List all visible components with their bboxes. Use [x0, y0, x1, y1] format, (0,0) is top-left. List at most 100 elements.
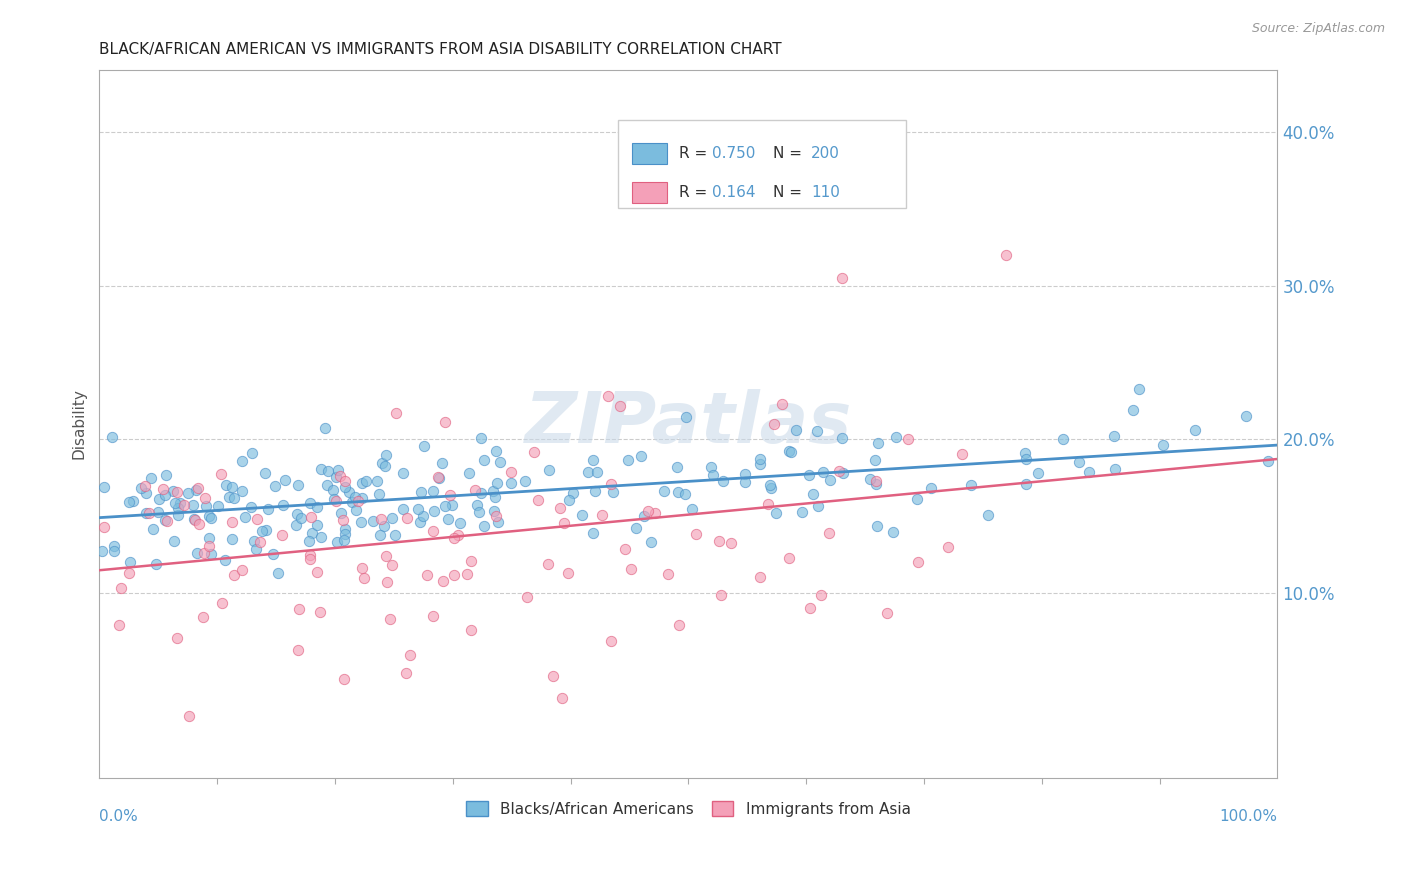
Point [749, 451, 772, 466]
Point [374, 459, 396, 474]
Point [381, 558, 404, 572]
Point [1122, 403, 1144, 417]
Point [995, 248, 1018, 262]
Point [222, 491, 245, 505]
Point [330, 506, 353, 520]
Point [537, 463, 560, 477]
Point [617, 453, 640, 467]
Point [198, 508, 221, 523]
Point [433, 415, 456, 429]
Point [441, 498, 464, 512]
Point [468, 505, 491, 519]
Point [637, 504, 659, 518]
Point [366, 474, 388, 488]
Point [485, 444, 508, 458]
Point [413, 439, 436, 453]
Point [392, 466, 415, 480]
Point [790, 505, 813, 519]
Point [218, 490, 240, 504]
Point [323, 492, 346, 507]
Point [118, 566, 141, 581]
Point [375, 448, 398, 462]
Point [779, 445, 801, 459]
Point [558, 493, 581, 508]
Point [142, 522, 165, 536]
Point [619, 561, 641, 575]
Point [138, 506, 160, 520]
Point [285, 508, 308, 522]
Point [464, 483, 486, 497]
Point [231, 563, 253, 577]
Point [253, 466, 276, 480]
Point [287, 602, 309, 616]
Point [673, 487, 696, 501]
Point [897, 432, 920, 446]
Point [866, 519, 889, 533]
Point [770, 397, 793, 411]
Text: R =: R = [679, 186, 711, 201]
Point [624, 148, 647, 162]
Point [273, 473, 295, 487]
Point [249, 535, 271, 549]
Point [152, 483, 174, 497]
Point [807, 499, 830, 513]
Point [207, 500, 229, 514]
Point [381, 511, 404, 525]
Point [458, 467, 481, 481]
Point [576, 465, 599, 479]
Point [959, 478, 981, 492]
Text: BLACK/AFRICAN AMERICAN VS IMMIGRANTS FROM ASIA DISABILITY CORRELATION CHART: BLACK/AFRICAN AMERICAN VS IMMIGRANTS FRO… [100, 42, 782, 57]
Point [586, 465, 609, 479]
Point [305, 500, 328, 514]
Point [907, 556, 929, 570]
Point [412, 508, 434, 523]
Point [707, 533, 730, 548]
Point [828, 464, 851, 478]
Point [630, 450, 652, 464]
Point [235, 510, 257, 524]
Point [806, 424, 828, 438]
Point [436, 512, 458, 526]
Point [1257, 453, 1279, 467]
Point [657, 567, 679, 582]
Point [1026, 466, 1049, 480]
Point [215, 478, 238, 492]
Point [759, 477, 782, 491]
Point [322, 483, 344, 497]
Point [818, 525, 841, 540]
Point [423, 504, 446, 518]
Point [221, 515, 243, 529]
Point [523, 445, 546, 459]
Point [264, 479, 287, 493]
Text: N =: N = [773, 186, 807, 201]
Point [118, 494, 141, 508]
Point [287, 478, 309, 492]
Point [361, 514, 384, 528]
Point [307, 565, 329, 579]
Point [262, 547, 284, 561]
Point [139, 470, 162, 484]
Point [231, 483, 253, 498]
Point [188, 516, 211, 531]
Point [550, 690, 572, 705]
Point [285, 517, 308, 532]
Point [370, 511, 392, 525]
Point [103, 544, 125, 558]
Point [298, 549, 321, 563]
Point [221, 532, 243, 546]
Point [195, 500, 218, 514]
Point [765, 506, 787, 520]
Point [1078, 465, 1101, 479]
Point [378, 612, 401, 626]
Point [734, 475, 756, 489]
Point [813, 465, 835, 479]
Point [121, 494, 143, 508]
Point [1052, 433, 1074, 447]
Point [553, 516, 575, 530]
Point [668, 618, 690, 632]
Point [110, 582, 132, 596]
Point [797, 467, 820, 482]
Point [120, 555, 142, 569]
Point [599, 634, 621, 648]
Point [936, 540, 959, 554]
